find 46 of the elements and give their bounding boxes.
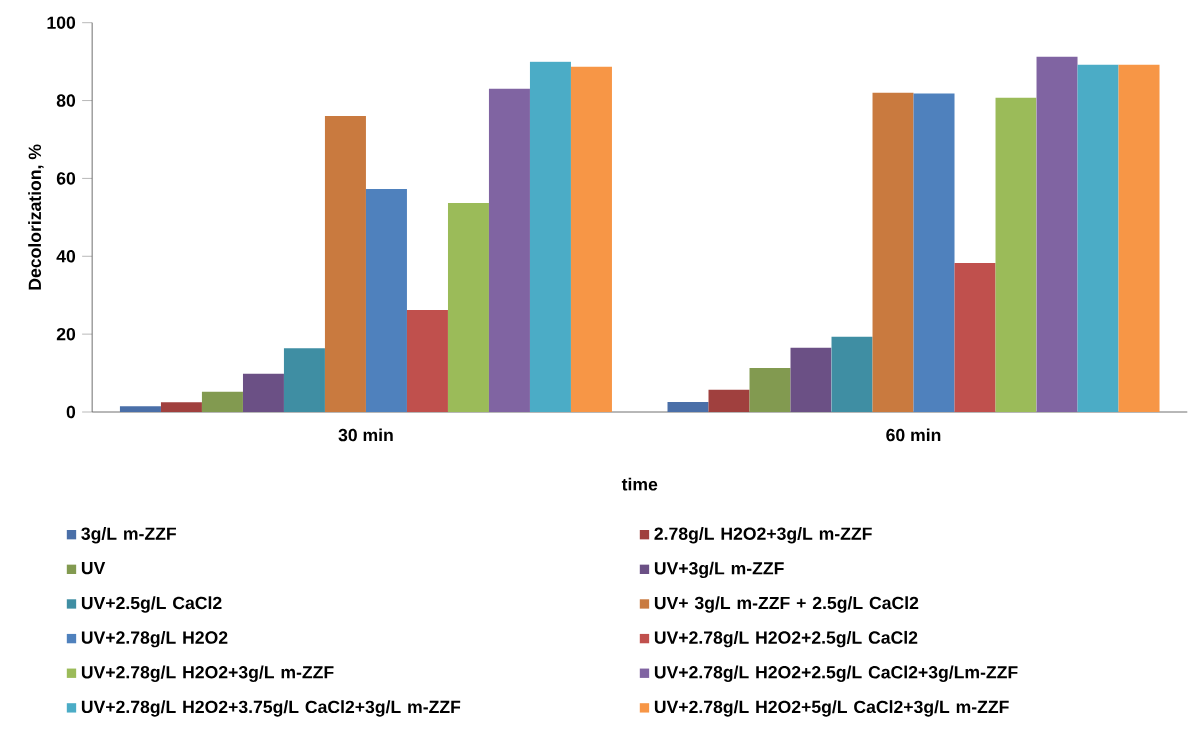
- y-tick-label: 100: [47, 16, 76, 29]
- bar: [365, 188, 407, 413]
- legend-label: 2.78g/L H2O2+3g/L m-ZZF: [654, 527, 872, 544]
- legend-label: UV+2.78g/L H2O2+2.5g/L CaCl2: [654, 630, 918, 648]
- legend-label: UV+2.5g/L CaCl2: [81, 596, 222, 613]
- legend-label: UV+2.78g/L H2O2+3g/L m-ZZF: [81, 665, 334, 683]
- bar: [1118, 64, 1160, 413]
- legend-label: UV+2.78g/L H2O2+3.75g/L CaCl2+3g/L m-ZZF: [81, 700, 461, 717]
- y-tick-label: 40: [56, 250, 76, 263]
- legend-label: 3g/L m-ZZF: [81, 527, 177, 544]
- legend-label: UV: [81, 561, 106, 575]
- bar: [406, 310, 448, 413]
- bar: [954, 262, 996, 413]
- legend-label: UV+ 3g/L m-ZZF + 2.5g/L CaCl2: [654, 596, 919, 613]
- bar: [242, 373, 284, 413]
- bar: [1036, 56, 1078, 413]
- bar: [447, 202, 489, 413]
- y-tick-label: 60: [56, 172, 76, 185]
- legend-label: UV+2.78g/L H2O2: [81, 630, 228, 648]
- legend-label: UV+2.78g/L H2O2+2.5g/L CaCl2+3g/Lm-ZZF: [654, 665, 1018, 683]
- bar: [667, 401, 709, 413]
- bar: [831, 336, 873, 413]
- legend-label: UV+2.78g/L H2O2+5g/L CaCl2+3g/L m-ZZF: [654, 700, 1009, 717]
- y-tick-label: 0: [66, 405, 76, 419]
- bar: [708, 389, 750, 413]
- bar: [1077, 64, 1119, 413]
- x-tick-label: 60 min: [886, 428, 941, 442]
- bar: [570, 66, 612, 413]
- bar: [529, 61, 571, 413]
- bar: [283, 348, 325, 413]
- bar: [995, 97, 1037, 413]
- bar: [913, 93, 955, 413]
- y-tick-label: 20: [56, 327, 76, 341]
- bar: [324, 116, 366, 413]
- bar: [749, 368, 791, 413]
- legend-label: UV+3g/L m-ZZF: [654, 561, 784, 579]
- bar: [160, 402, 202, 413]
- y-tick-label: 80: [56, 94, 76, 107]
- x-tick-label: 30 min: [338, 428, 393, 442]
- x-axis-title: time: [621, 477, 658, 491]
- bar: [790, 347, 832, 413]
- bar: [488, 88, 530, 413]
- bar: [201, 391, 243, 413]
- y-axis-title: Decolorization, %: [28, 144, 44, 290]
- bar: [119, 406, 161, 413]
- bar: [872, 92, 914, 413]
